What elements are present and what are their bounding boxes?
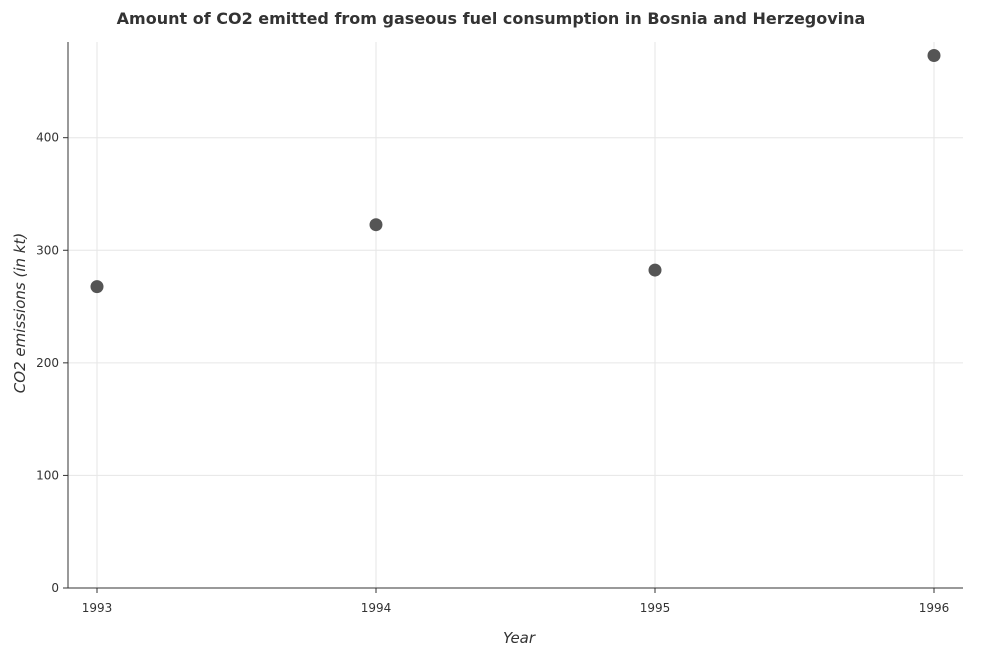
axis-layer	[63, 42, 963, 593]
data-point-layer	[90, 49, 941, 294]
data-point	[90, 280, 104, 294]
y-tick-label: 300	[36, 243, 59, 257]
x-tick-label: 1994	[361, 601, 392, 615]
data-point	[927, 49, 941, 63]
x-tick-label: 1993	[82, 601, 113, 615]
y-tick-label: 200	[36, 356, 59, 370]
x-tick-label: 1995	[640, 601, 671, 615]
grid-layer	[68, 42, 963, 589]
chart-title: Amount of CO2 emitted from gaseous fuel …	[116, 9, 866, 28]
y-tick-label: 0	[51, 581, 59, 595]
data-point	[369, 218, 383, 232]
data-point	[648, 263, 662, 277]
x-axis-label: Year	[503, 629, 536, 647]
x-tick-label: 1996	[919, 601, 950, 615]
y-axis-label: CO2 emissions (in kt)	[11, 233, 29, 393]
tick-label-layer: 0 100 200 300 400 1993 1994 1995 1996	[36, 131, 949, 615]
y-tick-label: 400	[36, 131, 59, 145]
y-tick-label: 100	[36, 468, 59, 482]
